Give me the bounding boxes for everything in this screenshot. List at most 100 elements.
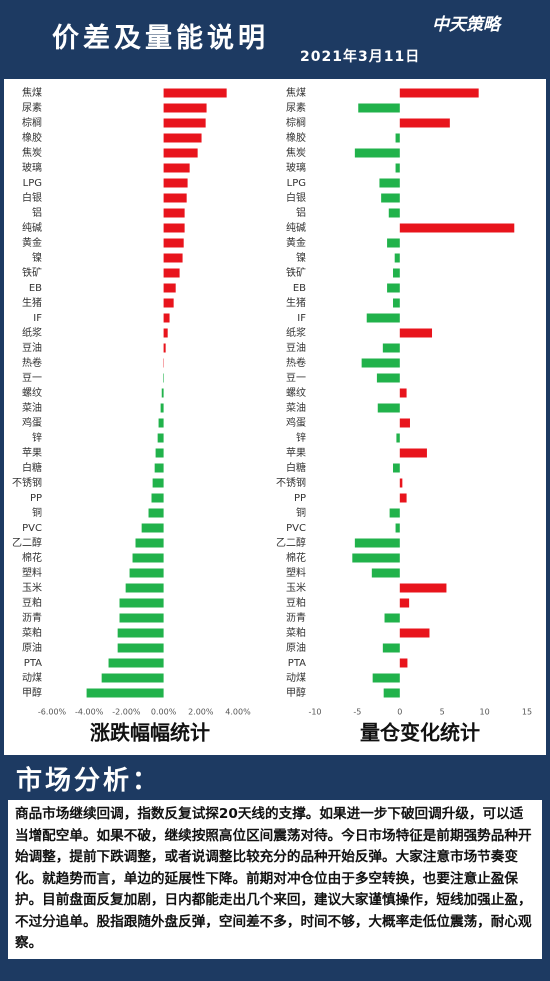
bar xyxy=(366,313,400,323)
category-label: 白糖 xyxy=(22,461,42,474)
category-label: 锌 xyxy=(32,431,42,444)
category-label: IF xyxy=(33,313,42,324)
bar xyxy=(163,343,166,353)
bar xyxy=(395,133,400,143)
category-label: 棉花 xyxy=(286,551,306,564)
category-label: 沥青 xyxy=(22,611,42,624)
x-tick-label: 0.00% xyxy=(151,708,177,717)
category-label: 玻璃 xyxy=(22,161,42,174)
category-label: 棕榈 xyxy=(286,116,306,129)
x-tick-label: 0 xyxy=(397,708,402,717)
category-label: 白银 xyxy=(22,191,42,204)
bar xyxy=(151,493,164,503)
category-label: EB xyxy=(29,283,42,294)
category-label: 玻璃 xyxy=(286,161,306,174)
bar xyxy=(163,163,190,173)
bar xyxy=(399,328,433,338)
bar xyxy=(399,388,407,398)
category-label: 菜油 xyxy=(22,401,42,414)
category-label: 豆一 xyxy=(286,372,306,384)
bar xyxy=(157,433,164,443)
bar xyxy=(399,118,450,128)
x-tick-label: 5 xyxy=(440,708,445,717)
bar xyxy=(158,418,164,428)
bar xyxy=(377,403,400,413)
category-label: 沥青 xyxy=(286,611,306,624)
bar xyxy=(393,463,400,473)
bar xyxy=(163,313,170,323)
bar xyxy=(141,523,164,533)
category-label: IF xyxy=(297,313,306,324)
category-label: 豆粕 xyxy=(22,596,42,609)
bar xyxy=(394,253,400,263)
category-label: 生猪 xyxy=(22,296,42,309)
category-label: 纯碱 xyxy=(286,221,306,234)
category-label: 铁矿 xyxy=(22,266,42,279)
category-label: 铜 xyxy=(32,507,42,519)
bar xyxy=(148,508,164,518)
bar xyxy=(163,298,174,308)
category-label: 螺纹 xyxy=(22,386,42,399)
category-label: 黄金 xyxy=(286,236,306,249)
category-label: 不锈钢 xyxy=(276,476,306,489)
bar xyxy=(155,448,164,458)
bar xyxy=(395,523,400,533)
bar xyxy=(387,238,400,248)
analysis-heading: 市场分析： xyxy=(16,766,162,796)
category-label: 鸡蛋 xyxy=(286,416,306,429)
bar xyxy=(383,688,400,698)
bar xyxy=(163,268,180,278)
bar xyxy=(154,463,164,473)
category-label: 铝 xyxy=(32,207,42,219)
category-label: 焦炭 xyxy=(22,146,42,159)
category-label: 甲醇 xyxy=(286,686,306,699)
category-label: 原油 xyxy=(22,641,42,654)
bar xyxy=(399,478,403,488)
category-label: 白糖 xyxy=(286,461,306,474)
category-label: PP xyxy=(30,493,42,504)
bar xyxy=(163,133,202,143)
x-tick-label: -4.00% xyxy=(75,708,104,717)
category-label: 鸡蛋 xyxy=(22,416,42,429)
category-label: 棕榈 xyxy=(22,116,42,129)
category-label: 动煤 xyxy=(286,671,306,684)
bar xyxy=(163,88,227,98)
bar xyxy=(393,268,400,278)
bar xyxy=(163,208,185,218)
category-label: PTA xyxy=(288,658,306,669)
category-label: 焦煤 xyxy=(22,86,42,99)
category-label: 铁矿 xyxy=(286,266,306,279)
bar xyxy=(382,343,400,353)
bar xyxy=(376,373,400,383)
category-label: 尿素 xyxy=(22,101,42,114)
category-label: 橡胶 xyxy=(22,131,42,144)
date: 2021年3月11日 xyxy=(300,49,421,65)
category-label: LPG xyxy=(23,178,42,189)
category-label: 玉米 xyxy=(22,581,42,594)
category-label: 豆一 xyxy=(22,372,42,384)
bar xyxy=(163,373,164,383)
category-label: 尿素 xyxy=(286,101,306,114)
category-label: 苹果 xyxy=(286,446,306,459)
category-label: 橡胶 xyxy=(286,131,306,144)
bar xyxy=(163,223,185,233)
bar xyxy=(361,358,400,368)
category-label: 纸浆 xyxy=(22,326,42,339)
category-label: 乙二醇 xyxy=(276,536,306,549)
x-tick-label: 4.00% xyxy=(225,708,251,717)
bar xyxy=(399,223,515,233)
category-label: 塑料 xyxy=(22,566,42,579)
bar xyxy=(396,433,400,443)
bar xyxy=(163,118,206,128)
x-tick-label: -5 xyxy=(353,708,361,717)
bar xyxy=(358,103,400,113)
x-tick-label: -6.00% xyxy=(38,708,67,717)
bar xyxy=(399,583,447,593)
category-label: 焦炭 xyxy=(286,146,306,159)
x-tick-label: 2.00% xyxy=(188,708,214,717)
bar xyxy=(388,208,400,218)
category-label: 动煤 xyxy=(22,671,42,684)
bar xyxy=(163,253,183,263)
bar xyxy=(354,538,400,548)
